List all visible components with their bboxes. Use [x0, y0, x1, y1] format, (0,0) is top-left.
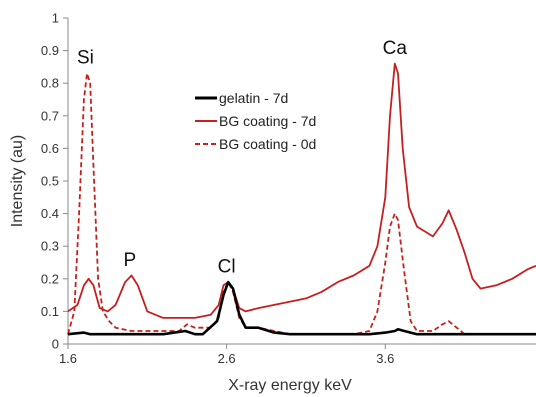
y-tick-label: 0.3	[41, 239, 59, 254]
y-axis-title: Intensity (au)	[9, 135, 26, 227]
series-line-bg-coating-7d	[67, 62, 536, 319]
legend-label: BG coating - 0d	[219, 136, 316, 152]
peak-label: Ca	[383, 38, 408, 59]
axes: 0 0.1 0.2 0.3 0.4 0.5 0.6 0.7 0.8 0.9 1 1.6 2.6 3.6	[41, 11, 536, 366]
y-tick-label: 0.2	[41, 271, 59, 286]
y-tick-label: 0.6	[41, 141, 59, 156]
x-tick-label: 1.6	[59, 351, 77, 366]
y-tick-label: 0.7	[41, 108, 59, 123]
y-tick-label: 0.4	[41, 206, 59, 221]
legend-label: gelatin - 7d	[219, 90, 288, 106]
peak-label: Cl	[218, 256, 236, 277]
plot-area	[67, 62, 536, 336]
y-tick-label: 0.5	[41, 174, 59, 189]
peak-label: Si	[77, 48, 94, 69]
peak-annotations: Si P Cl Ca	[77, 38, 407, 277]
peak-label: P	[124, 250, 137, 271]
y-tick-label: 1	[52, 11, 59, 26]
y-tick-label: 0	[52, 337, 59, 352]
x-axis-title: X-ray energy keV	[228, 377, 352, 394]
y-tick-group: 0 0.1 0.2 0.3 0.4 0.5 0.6 0.7 0.8 0.9 1	[41, 11, 68, 352]
legend: gelatin - 7d BG coating - 7d BG coating - …	[195, 90, 316, 152]
series-line-gelatin-7d	[67, 280, 536, 336]
x-tick-group: 1.6 2.6 3.6	[59, 344, 394, 366]
x-tick-label: 3.6	[376, 351, 394, 366]
legend-label: BG coating - 7d	[219, 113, 316, 129]
x-tick-label: 2.6	[218, 351, 236, 366]
y-tick-label: 0.8	[41, 76, 59, 91]
y-tick-label: 0.9	[41, 43, 59, 58]
y-tick-label: 0.1	[41, 304, 59, 319]
